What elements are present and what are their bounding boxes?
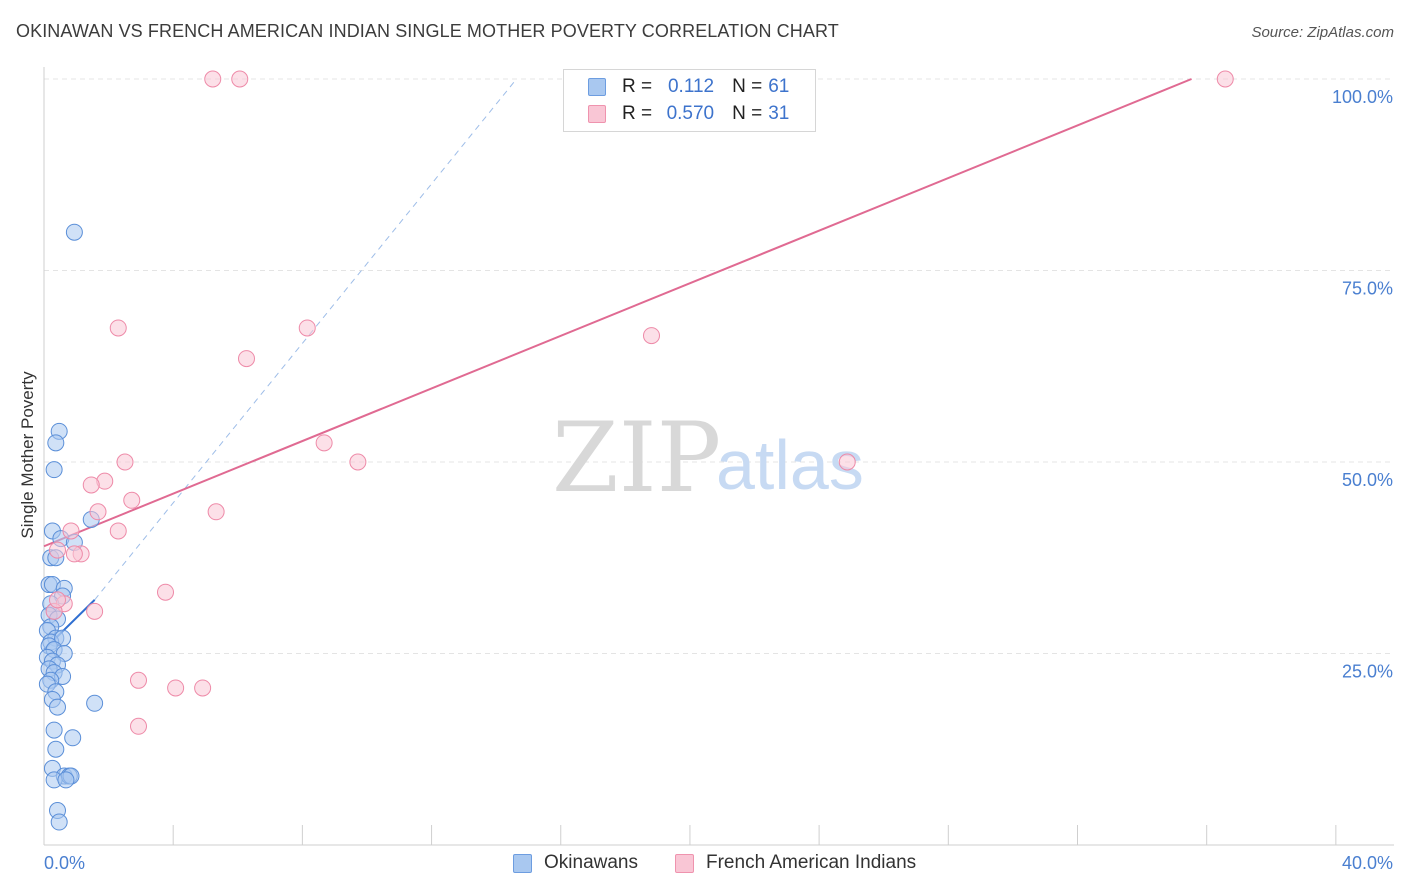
french-american-indian-point [207, 503, 225, 521]
legend-swatch-french-american-indians [588, 105, 606, 123]
axes [43, 67, 1394, 846]
french-american-indian-point [123, 491, 141, 509]
okinawan-point [45, 461, 63, 479]
legend-r-label: R = [622, 76, 653, 97]
french-american-indian-point [49, 541, 66, 559]
legend-n-label: N = [732, 76, 763, 97]
watermark-zip: ZIP [552, 402, 721, 514]
french-american-indian-point [194, 679, 212, 697]
french-american-indian-point [82, 476, 100, 494]
y-tick-label: 100.0% [1332, 87, 1393, 107]
french-american-indian-point [204, 70, 222, 88]
x-tick-labels: 0.0% 40.0% [44, 853, 1393, 873]
series-swatch-okinawans [513, 853, 532, 873]
okinawan-point [47, 740, 65, 758]
french-american-indian-point [238, 350, 255, 368]
series-legend-french-american-indians[interactable]: French American Indians [675, 852, 916, 874]
x-tick-label: 40.0% [1342, 853, 1393, 873]
french-american-indian-point [130, 671, 147, 689]
okinawan-point [64, 729, 82, 747]
series-swatch-french-american-indians [675, 853, 694, 873]
french-american-indian-point [643, 327, 660, 345]
french-american-indian-point [116, 453, 134, 471]
french-american-indian-point [298, 319, 316, 337]
okinawan-point [57, 771, 75, 789]
okinawan-point [47, 434, 65, 452]
french-american-indian-point [109, 319, 127, 337]
legend-n-label: N = [732, 103, 763, 124]
legend-r-value: 0.570 [666, 103, 715, 124]
french-american-indian-point [109, 522, 127, 540]
trend-line [43, 78, 1192, 548]
y-tick-label: 75.0% [1342, 279, 1393, 299]
legend-r-value: 0.112 [667, 76, 715, 97]
french-american-indian-point [1216, 70, 1234, 88]
french-american-indian-point [130, 717, 147, 735]
series-legend: Okinawans French American Indians [0, 852, 1406, 878]
french-american-indian-point [65, 545, 83, 563]
chart-title: OKINAWAN VS FRENCH AMERICAN INDIAN SINGL… [16, 21, 839, 41]
series-legend-label: French American Indians [706, 852, 917, 873]
french-american-indian-point [62, 522, 80, 540]
okinawan-point [86, 694, 104, 712]
legend-row-french-american-indians: R = 0.570 N = 31 [588, 102, 789, 126]
legend-n-value: 61 [768, 76, 790, 97]
legend-n-value: 31 [768, 103, 790, 124]
french-american-indian-point [231, 70, 249, 88]
okinawan-point [65, 223, 83, 241]
okinawan-point [45, 721, 63, 739]
french-american-indian-point [315, 434, 333, 452]
french-american-indian-point [157, 583, 174, 601]
legend-swatch-okinawans [588, 78, 606, 96]
watermark-atlas: atlas [716, 426, 864, 504]
french-american-indian-point [349, 453, 367, 471]
watermark: ZIP atlas [552, 402, 864, 514]
series-legend-label: Okinawans [544, 852, 638, 873]
french-american-indian-point [49, 591, 66, 609]
legend-row-okinawans: R = 0.112 N = 61 [588, 75, 789, 99]
okinawan-point [50, 813, 68, 831]
y-tick-label: 25.0% [1342, 662, 1393, 682]
legend-r-label: R = [622, 103, 653, 124]
series-legend-okinawans[interactable]: Okinawans [513, 852, 638, 874]
trend-extension-line [94, 78, 517, 601]
french-american-indian-point [86, 602, 104, 620]
y-tick-labels: 25.0% 50.0% 75.0% 100.0% [1332, 87, 1393, 682]
trend-lines [43, 78, 1192, 651]
source-credit: Source: ZipAtlas.com [1251, 24, 1394, 41]
x-tick-label: 0.0% [44, 853, 85, 873]
correlation-legend: R = 0.112 N = 61 R = 0.570 N = 31 [563, 69, 816, 132]
french-american-indian-point [167, 679, 185, 697]
y-tick-label: 50.0% [1342, 470, 1393, 490]
french-american-indian-point [89, 503, 107, 521]
french-american-indian-point [838, 453, 856, 471]
okinawan-point [49, 698, 66, 716]
